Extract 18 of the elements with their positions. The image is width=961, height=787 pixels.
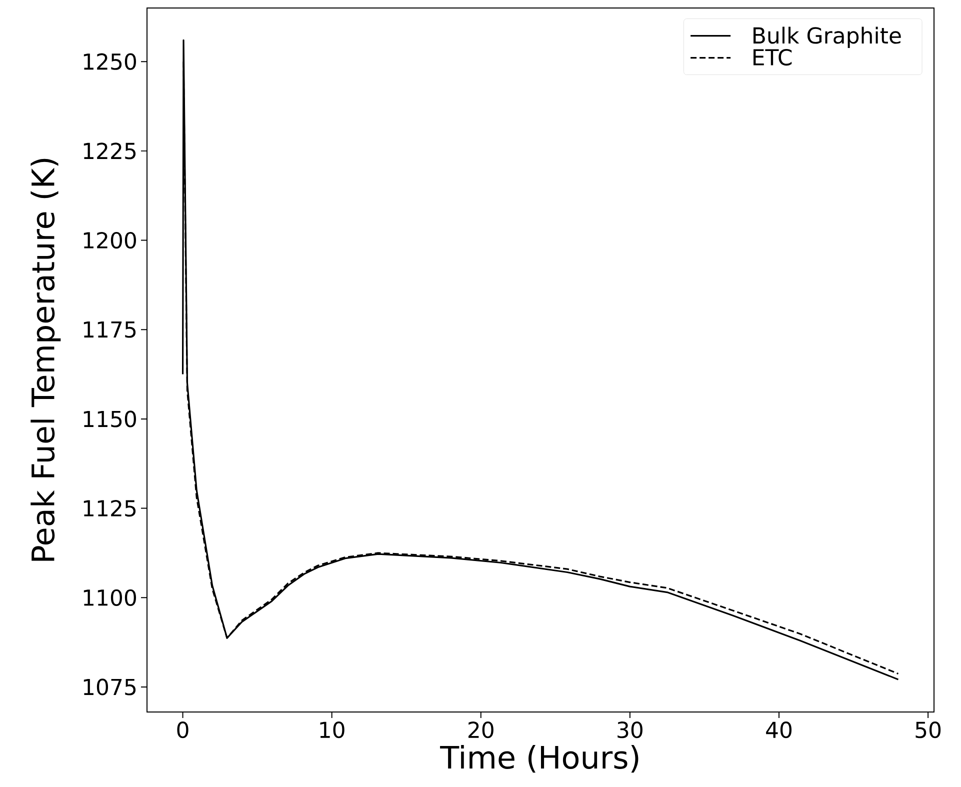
x-tick-label: 40 <box>766 722 792 738</box>
y-tick-label: 1200 <box>84 232 136 249</box>
x-tick-label: 0 <box>177 722 188 738</box>
y-tick-label: 1125 <box>84 500 136 517</box>
y-tick-label: 1100 <box>84 589 136 606</box>
x-tick-label: 10 <box>320 722 344 738</box>
legend-label: ETC <box>754 48 792 66</box>
y-tick-label: 1075 <box>84 678 136 696</box>
y-axis-title: Peak Fuel Temperature (K) <box>30 158 61 561</box>
x-tick-label: 20 <box>468 722 494 738</box>
y-tick-label: 1150 <box>84 410 136 428</box>
x-tick-label: 50 <box>916 722 941 738</box>
x-axis-title: Time (Hours) <box>440 745 638 773</box>
y-tick-label: 1225 <box>84 142 136 160</box>
legend-label: Bulk Graphite <box>754 26 901 48</box>
y-tick-label: 1250 <box>84 53 136 70</box>
x-tick-label: 30 <box>618 722 642 738</box>
y-tick-label: 1175 <box>84 321 136 338</box>
